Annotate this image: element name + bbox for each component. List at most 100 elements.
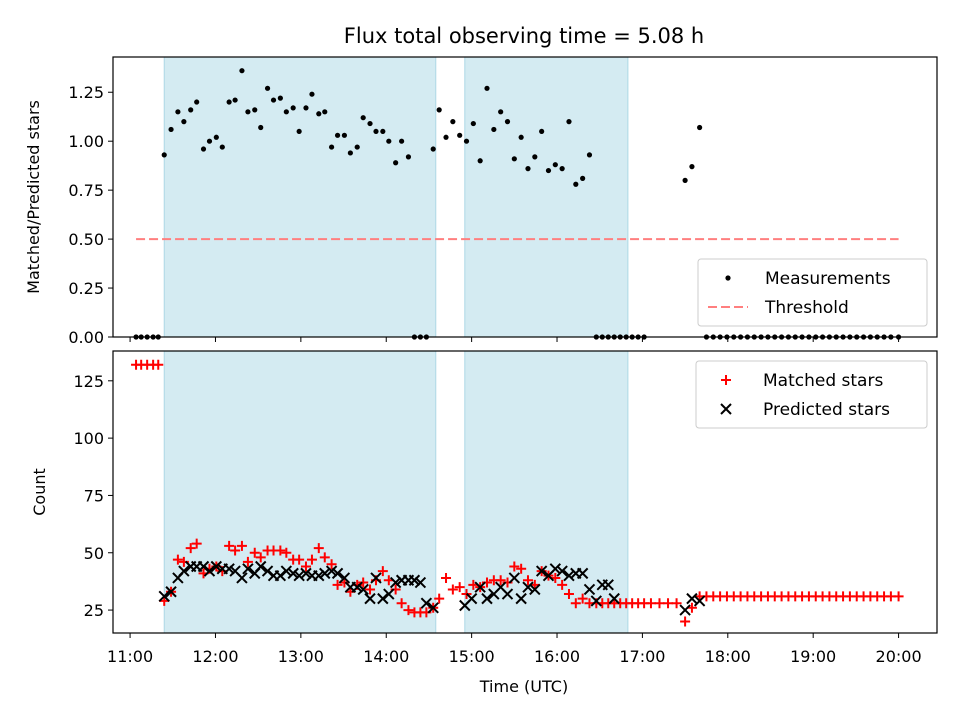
- matched-star-point: [275, 545, 286, 556]
- predicted-star-point: [529, 583, 541, 596]
- measurement-point: [450, 119, 456, 125]
- predicted-star-point: [293, 569, 305, 582]
- bottom-axes-frame: [112, 350, 938, 634]
- predicted-star-point: [364, 592, 376, 605]
- legend-predicted-marker: [720, 403, 732, 415]
- measurement-point: [200, 146, 207, 152]
- predicted-star-point: [590, 595, 603, 607]
- measurement-point: [316, 111, 322, 117]
- matched-star-point: [294, 554, 305, 565]
- matched-star-point: [185, 543, 196, 554]
- matched-star-point: [434, 593, 445, 604]
- predicted-star-point: [242, 563, 254, 575]
- legend-matched-label: Matched stars: [763, 371, 883, 391]
- measurement-point: [219, 144, 225, 150]
- measurement-point: [360, 115, 366, 121]
- measurement-point: [491, 126, 497, 133]
- top-y-tick-label: 0.00: [68, 328, 104, 347]
- predicted-star-point: [535, 565, 548, 577]
- matched-star-point: [224, 540, 235, 551]
- matched-star-point: [326, 559, 337, 570]
- measurement-point: [373, 128, 379, 135]
- bottom-y-tick-label: 50: [84, 544, 104, 563]
- predicted-star-point: [236, 572, 248, 584]
- predicted-star-point: [370, 572, 382, 584]
- measurement-point: [206, 138, 213, 144]
- matched-star-point: [522, 575, 533, 586]
- matched-star-point: [172, 554, 183, 565]
- matched-star-point: [300, 561, 311, 572]
- matched-star-point: [242, 556, 253, 567]
- measurement-point: [181, 119, 187, 125]
- measurement-point: [341, 132, 348, 138]
- measurement-point: [443, 134, 449, 140]
- predicted-star-point: [280, 565, 293, 577]
- matched-star-point: [680, 616, 691, 627]
- bottom-y-tick-label: 25: [84, 601, 104, 620]
- predicted-star-point: [576, 567, 589, 580]
- bottom-legend: [695, 360, 928, 429]
- matched-star-point: [230, 545, 241, 556]
- predicted-star-point: [223, 563, 235, 575]
- predicted-star-point: [420, 597, 433, 609]
- x-tick-label: 11:00: [107, 647, 153, 666]
- bottom-y-tick-label: 125: [73, 372, 104, 391]
- matched-star-point: [447, 584, 458, 595]
- predicted-star-point: [357, 583, 369, 596]
- matched-star-point: [236, 540, 247, 551]
- measurement-point: [457, 132, 463, 138]
- matched-star-point: [191, 538, 202, 549]
- measurement-point: [380, 128, 386, 135]
- predicted-star-point: [178, 565, 190, 577]
- matched-star-point: [570, 598, 581, 609]
- predicted-star-point: [331, 567, 344, 580]
- measurement-point: [511, 156, 517, 162]
- matched-star-point: [153, 359, 164, 370]
- matched-star-point: [403, 605, 414, 616]
- top-shaded-interval: [464, 56, 629, 338]
- legend-predicted-label: Predicted stars: [763, 400, 890, 420]
- measurement-point: [552, 162, 558, 168]
- top-legend: [697, 258, 928, 327]
- measurement-point: [559, 166, 565, 172]
- x-tick-label: 14:00: [363, 647, 409, 666]
- measurement-point: [194, 99, 200, 105]
- bottom-y-axis-label: Count: [30, 468, 49, 516]
- measurement-point: [245, 109, 251, 115]
- x-tick-label: 18:00: [705, 647, 751, 666]
- legend-measurements-label: Measurements: [765, 269, 891, 289]
- matched-star-point: [365, 584, 376, 595]
- matched-star-point: [319, 552, 330, 563]
- predicted-star-point: [313, 569, 325, 582]
- matched-star-point: [509, 561, 520, 572]
- top-y-tick-label: 0.50: [68, 230, 104, 249]
- matched-star-point: [671, 598, 682, 609]
- matched-star-point: [454, 582, 465, 593]
- measurement-point: [580, 175, 586, 181]
- top-y-tick-label: 1.25: [68, 83, 104, 102]
- predicted-star-point: [300, 567, 312, 580]
- x-tick-label: 12:00: [192, 647, 238, 666]
- matched-star-point: [516, 563, 527, 574]
- predicted-star-point: [474, 581, 486, 593]
- legend-matched-marker: [721, 375, 731, 385]
- x-tick-label: 15:00: [449, 647, 495, 666]
- matched-star-point: [495, 575, 506, 586]
- matched-star-point: [663, 598, 674, 609]
- measurement-point: [239, 68, 245, 74]
- matched-star-point: [577, 593, 588, 604]
- predicted-star-point: [255, 560, 267, 573]
- x-axis-label: Time (UTC): [479, 677, 568, 696]
- measurement-point: [539, 128, 545, 135]
- predicted-star-point: [165, 586, 177, 598]
- matched-star-point: [255, 552, 266, 563]
- measurement-point: [586, 152, 593, 158]
- matched-star-point: [563, 589, 574, 600]
- predicted-star-point: [515, 592, 527, 605]
- legend-measurement-marker: [725, 275, 731, 281]
- predicted-star-point: [338, 572, 351, 584]
- measurement-point: [525, 166, 531, 172]
- matched-star-point: [249, 547, 260, 558]
- matched-star-point: [358, 577, 369, 588]
- measurement-point: [188, 107, 194, 113]
